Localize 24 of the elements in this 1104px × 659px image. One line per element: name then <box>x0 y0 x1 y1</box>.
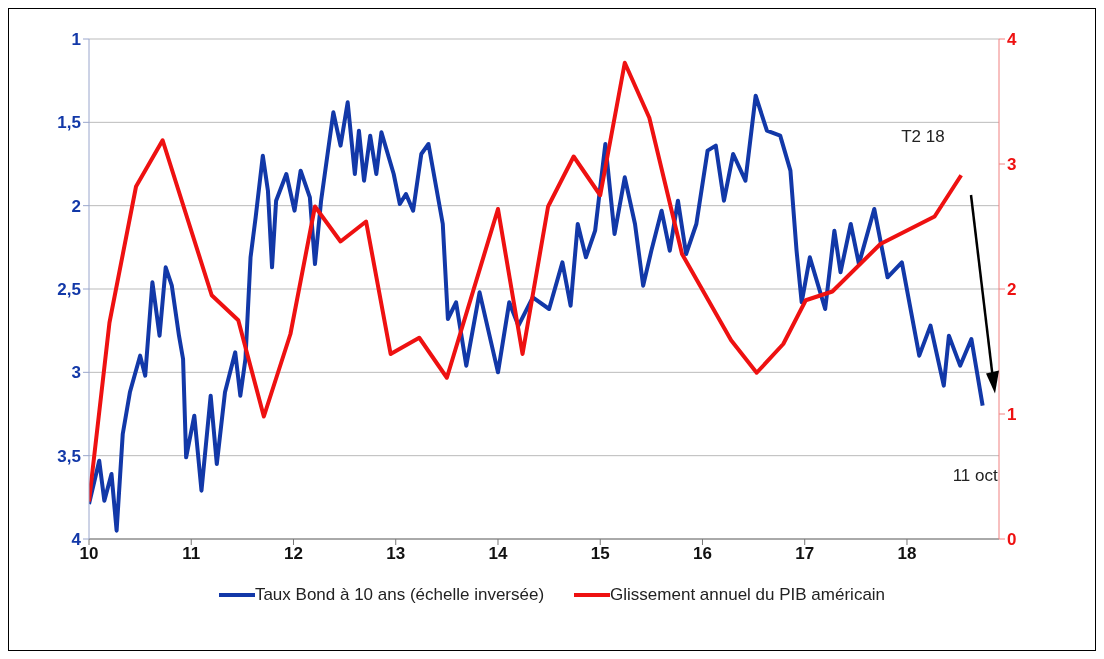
y2-tick-label: 4 <box>1007 30 1017 50</box>
annotation: 11 oct <box>952 465 998 486</box>
legend-label: Taux Bond à 10 ans (échelle inversée) <box>254 585 545 605</box>
y-tick-label: 1,5 <box>57 113 81 133</box>
y2-tick-label: 2 <box>1007 280 1017 300</box>
legend-label: Glissement annuel du PIB américain <box>610 585 886 605</box>
y-tick-label: 1 <box>71 30 81 50</box>
x-tick-label: 17 <box>795 544 815 564</box>
x-tick-label: 16 <box>693 544 712 564</box>
x-tick-label: 13 <box>386 544 406 564</box>
x-tick-label: 12 <box>284 544 303 564</box>
x-tick-label: 15 <box>590 544 610 564</box>
y-tick-label: 2,5 <box>57 280 81 300</box>
y-tick-label: 3,5 <box>57 446 81 466</box>
x-tick-label: 11 <box>182 544 201 564</box>
y2-tick-label: 0 <box>1007 530 1017 550</box>
x-tick-label: 14 <box>488 544 508 564</box>
x-tick-label: 18 <box>897 544 917 564</box>
y-tick-label: 2 <box>71 196 81 216</box>
x-tick-label: 10 <box>79 544 99 564</box>
y2-tick-label: 1 <box>1007 405 1017 425</box>
y-tick-label: 3 <box>71 363 81 383</box>
annotation: T2 18 <box>901 127 945 148</box>
y2-tick-label: 3 <box>1007 155 1017 175</box>
